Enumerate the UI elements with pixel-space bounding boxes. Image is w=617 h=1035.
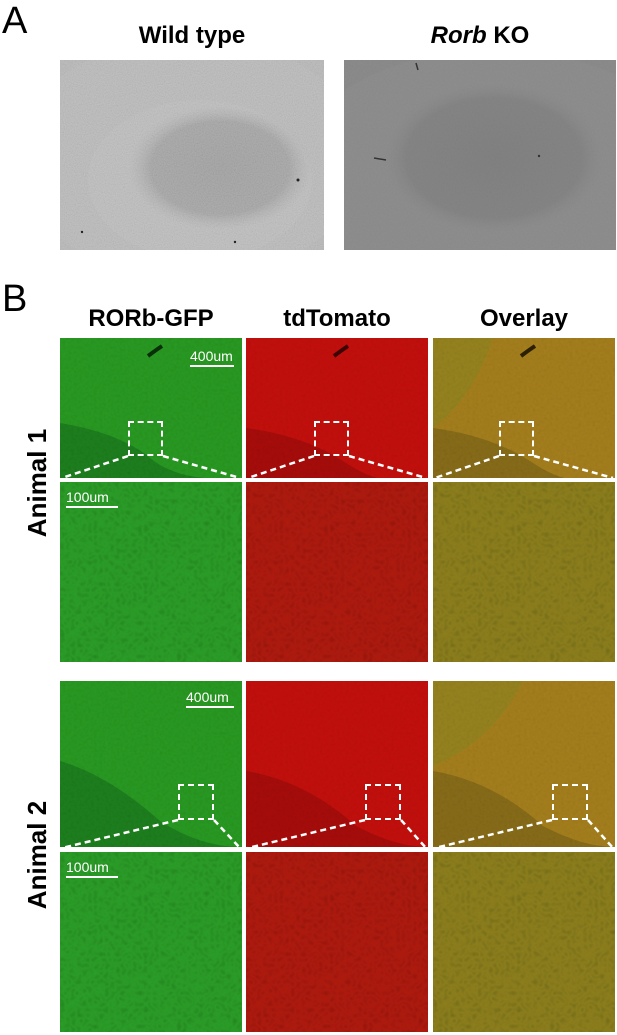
animal1-tdtomato-highmag (246, 482, 428, 662)
animal2-tdtomato-highmag (246, 852, 428, 1032)
scale-bar-100um-animal2: 100um (66, 860, 118, 878)
roi-box-animal1-overlay (499, 421, 534, 456)
animal1-overlay-highmag (433, 482, 615, 662)
roi-box-animal2-tdtomato (365, 784, 401, 820)
panel-b-letter: B (2, 278, 28, 320)
roi-box-animal1-gfp (128, 421, 163, 456)
scale-bar-line (186, 706, 234, 708)
scale-bar-400um-animal1: 400um (190, 349, 234, 367)
roi-box-animal2-overlay (552, 784, 588, 820)
animal2-overlay-lowmag (433, 681, 615, 847)
roi-box-animal2-gfp (178, 784, 214, 820)
column-header-overlay: Overlay (479, 305, 569, 332)
scale-label-400um: 400um (186, 689, 229, 705)
wild-type-micrograph (60, 60, 324, 250)
rorb-gene-label: Rorb (430, 22, 487, 49)
animal2-tdtomato-lowmag (246, 681, 428, 847)
scale-label-100um: 100um (66, 489, 109, 505)
column-header-rorb-gfp: RORb-GFP (88, 305, 214, 332)
scale-bar-100um-animal1: 100um (66, 490, 118, 508)
panel-a-letter: A (2, 0, 28, 42)
animal1-overlay-lowmag (433, 338, 615, 478)
ko-label: KO (486, 22, 530, 49)
animal1-gfp-highmag (60, 482, 242, 662)
column-header-tdtomato: tdTomato (283, 305, 391, 332)
scale-label-100um: 100um (66, 859, 109, 875)
animal1-tdtomato-lowmag (246, 338, 428, 478)
scale-bar-line (66, 876, 118, 878)
row-label-animal-2: Animal 2 (22, 800, 52, 910)
scale-bar-line (66, 506, 118, 508)
rorb-ko-micrograph (344, 60, 616, 250)
rorb-ko-header: Rorb KO (344, 24, 616, 48)
row-label-animal-1: Animal 1 (22, 428, 52, 538)
roi-box-animal1-tdtomato (314, 421, 349, 456)
scale-label-400um: 400um (190, 348, 233, 364)
animal2-overlay-highmag (433, 852, 615, 1032)
wild-type-header: Wild type (138, 22, 246, 49)
animal2-gfp-highmag (60, 852, 242, 1032)
scale-bar-400um-animal2: 400um (186, 690, 234, 708)
scale-bar-line (190, 365, 234, 367)
